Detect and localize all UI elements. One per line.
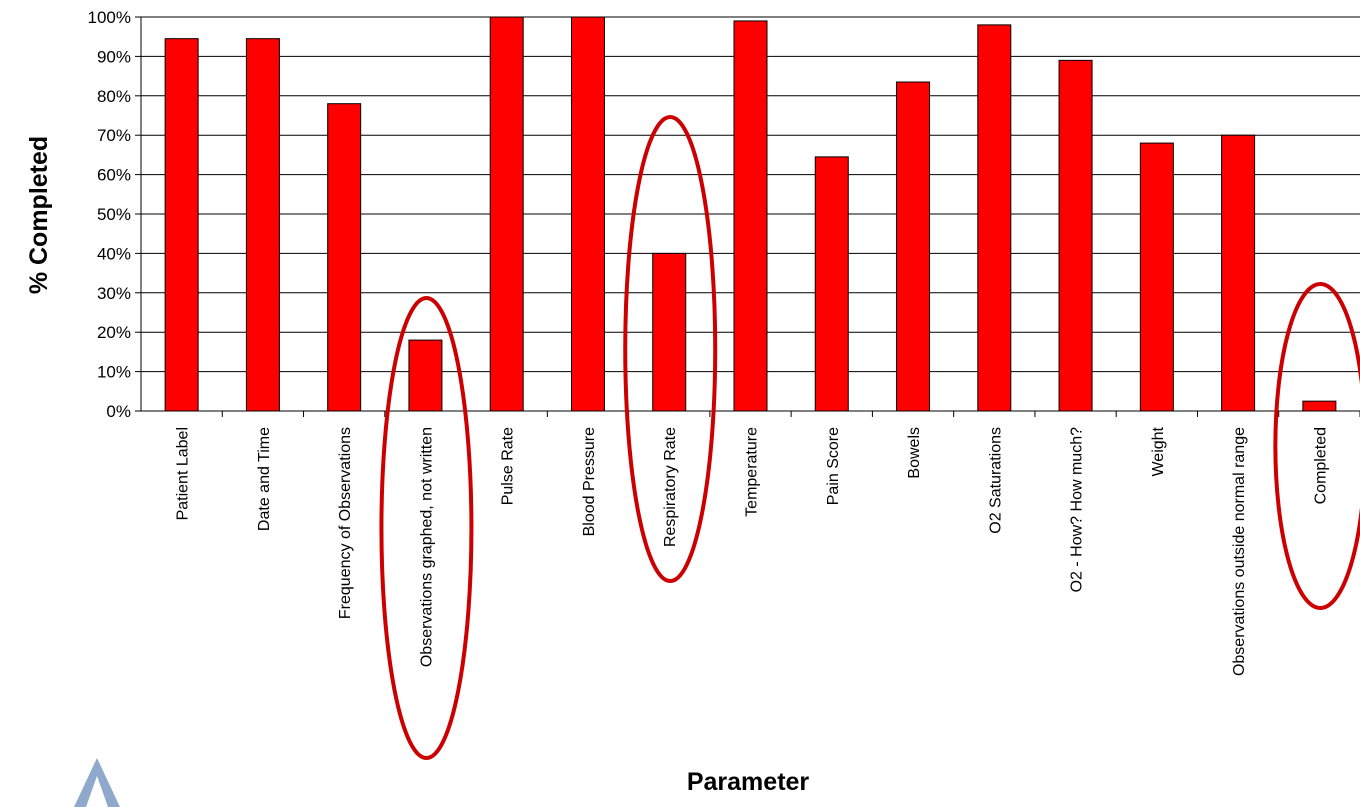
logo-triangle-inner <box>86 776 108 807</box>
x-tick-label: Completed <box>1312 427 1329 504</box>
bar <box>814 156 849 412</box>
x-tick-label: Observations outside normal range <box>1231 427 1248 676</box>
x-tick-label: Frequency of Observations <box>337 427 354 619</box>
y-tick-label: 70% <box>97 126 131 145</box>
x-tick-label: O2 Saturations <box>987 427 1004 534</box>
x-tick-label: Patient Label <box>175 427 192 520</box>
highlight-circles <box>379 115 1360 760</box>
x-tick-label: Temperature <box>744 427 761 517</box>
y-tick-label: 20% <box>97 323 131 342</box>
x-tick-label: Weight <box>1150 426 1167 476</box>
bar <box>733 20 768 412</box>
x-tick-label: Observations graphed, not written <box>418 427 435 667</box>
x-tick-label: O2 - How? How much? <box>1069 427 1086 592</box>
y-axis-ticks: 0% 10% 20% 30% 40% 50% 60% 70% 80% 90% 100% <box>88 8 141 421</box>
bar <box>327 103 362 412</box>
x-tick-label: Blood Pressure <box>581 427 598 536</box>
x-axis-label: Parameter <box>687 768 810 796</box>
bar <box>977 24 1012 412</box>
y-tick-label: 100% <box>88 8 131 27</box>
x-tick-label: Date and Time <box>256 427 273 531</box>
highlight-ellipse <box>1273 282 1360 610</box>
y-tick-label: 50% <box>97 205 131 224</box>
bar <box>408 339 443 412</box>
y-tick-label: 40% <box>97 244 131 263</box>
bar <box>1302 400 1337 412</box>
bar <box>1058 59 1093 412</box>
axes <box>140 17 1360 412</box>
x-tick-label: Pulse Rate <box>500 427 517 505</box>
y-axis-label: % Completed <box>25 136 53 294</box>
bars <box>164 16 1337 412</box>
y-tick-label: 30% <box>97 284 131 303</box>
bar <box>652 252 687 412</box>
bar <box>896 81 931 412</box>
x-tick-label: Respiratory Rate <box>662 427 679 547</box>
x-tick-label: Bowels <box>906 427 923 479</box>
bar <box>489 16 524 412</box>
y-tick-label: 90% <box>97 47 131 66</box>
highlight-ellipse <box>379 296 474 760</box>
highlight-ellipse <box>623 115 718 583</box>
bar <box>164 38 199 412</box>
x-tick-label: Pain Score <box>825 427 842 505</box>
y-tick-label: 80% <box>97 87 131 106</box>
bar <box>245 38 280 412</box>
y-tick-label: 0% <box>106 402 131 421</box>
triangle-logo <box>74 758 120 807</box>
y-tick-label: 60% <box>97 166 131 185</box>
bar <box>1221 134 1256 412</box>
x-axis-ticks: Patient Label Date and Time Frequency of O… <box>175 411 1360 676</box>
y-tick-label: 10% <box>97 363 131 382</box>
bar <box>570 16 605 412</box>
bar <box>1139 142 1174 412</box>
